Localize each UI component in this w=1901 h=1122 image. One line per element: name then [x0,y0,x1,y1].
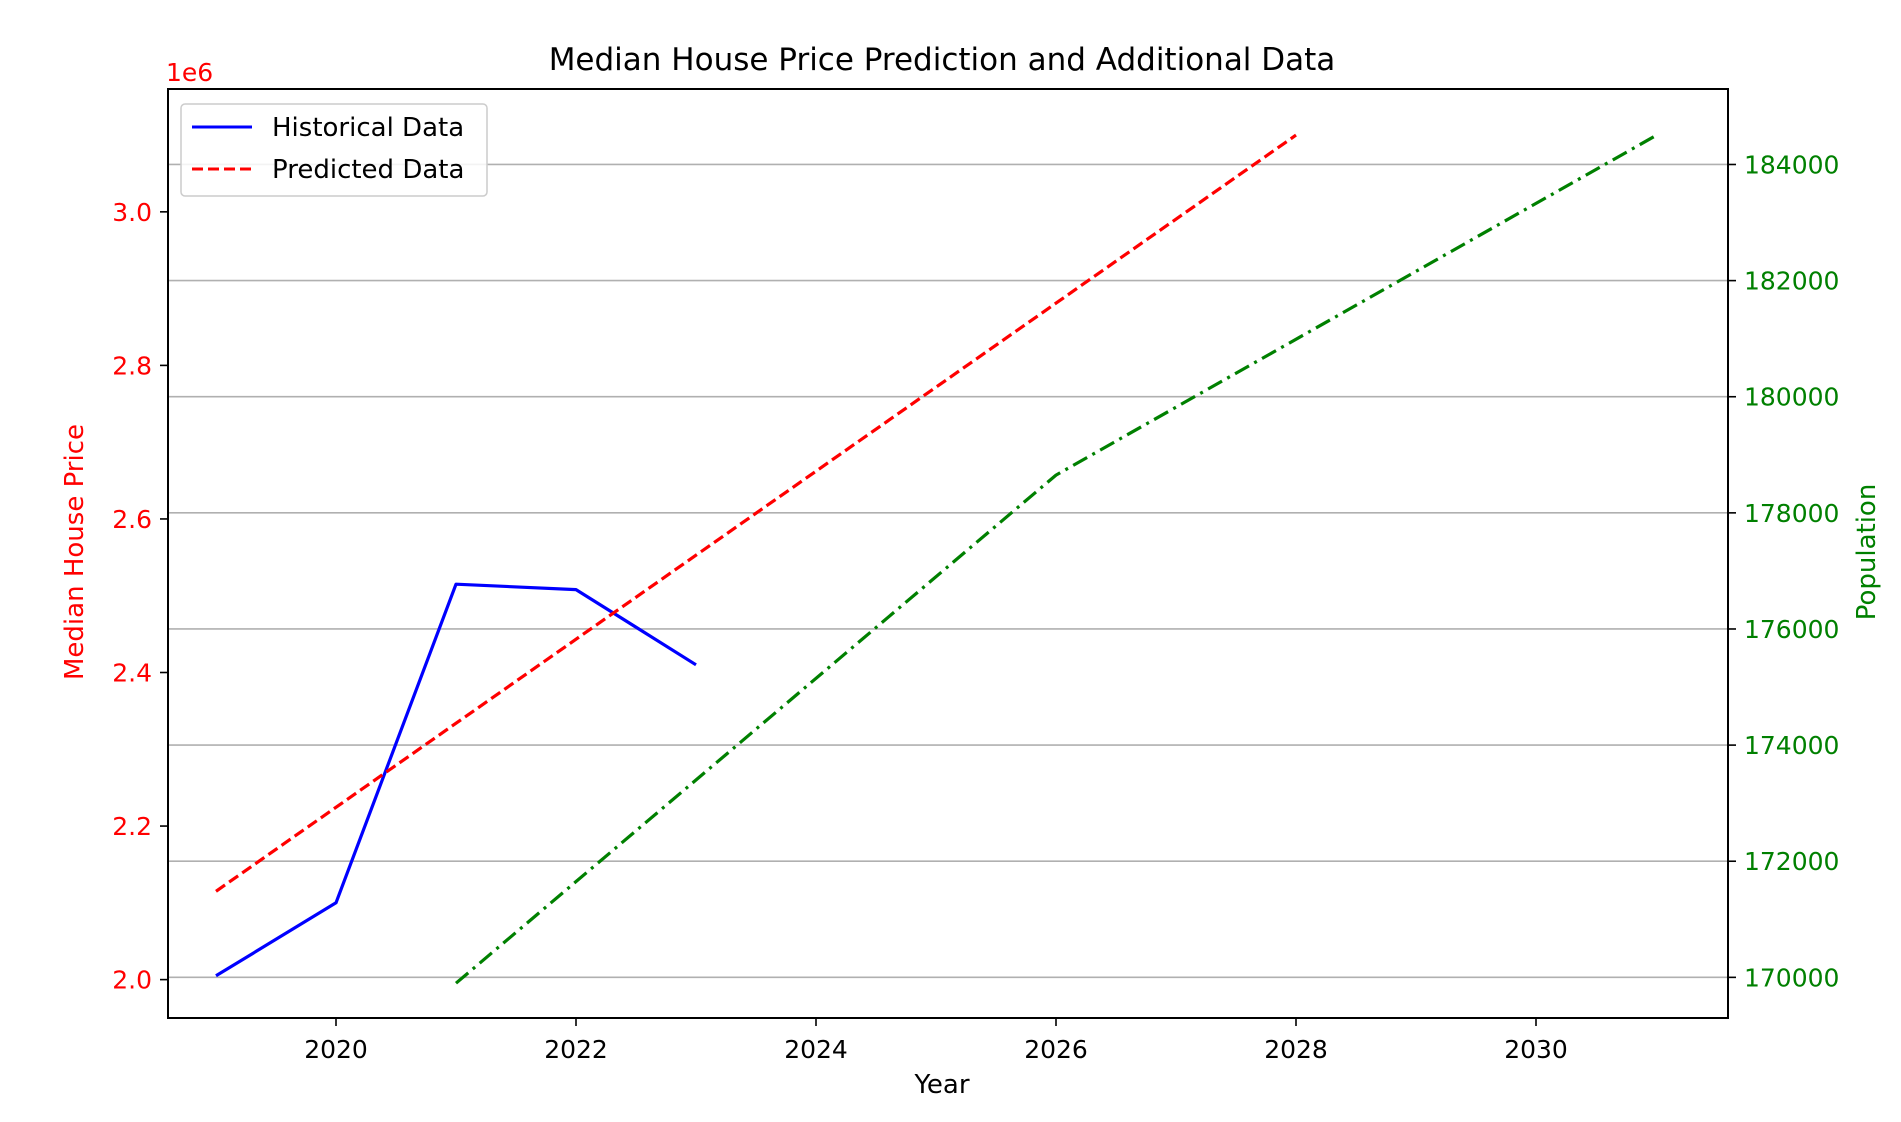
chart-title: Median House Price Prediction and Additi… [549,42,1336,78]
x-tick-label-2: 2024 [784,1035,848,1064]
y-right-tick-label-0: 170000 [1744,963,1839,992]
y-right-tick-label-1: 172000 [1744,847,1839,876]
x-tick-label-0: 2020 [304,1035,368,1064]
y-right-tick-label-6: 182000 [1744,267,1839,296]
y-right-tick-label-4: 178000 [1744,499,1839,528]
y-right-tick-label-2: 174000 [1744,731,1839,760]
series-population-line [454,134,1657,985]
plot-frame [167,88,1729,1019]
y-axis-left-offset: 1e6 [166,58,213,87]
series-historical-line [215,582,697,978]
y-left-tick-label-1: 2.2 [112,812,152,841]
x-axis: 2020 2022 2024 2026 2028 2030 [304,1018,1568,1064]
y-left-tick-label-3: 2.6 [112,505,152,534]
y-right-tick-label-5: 180000 [1744,383,1839,412]
x-tick-label-5: 2030 [1504,1035,1568,1064]
y-left-tick-label-0: 2.0 [112,966,152,995]
legend-label-predicted: Predicted Data [272,155,464,185]
y-left-tick-label-2: 2.4 [112,659,152,688]
grid-layer [168,163,1728,979]
x-tick-label-3: 2026 [1024,1035,1088,1064]
y-right-tick-label-3: 176000 [1744,615,1839,644]
y-left-tick-label-5: 3.0 [112,198,152,227]
x-tick-label-4: 2028 [1264,1035,1328,1064]
y-right-tick-label-7: 184000 [1744,150,1839,179]
y-left-tick-label-4: 2.8 [112,351,152,380]
legend: Historical Data Predicted Data [180,103,488,197]
x-tick-label-1: 2022 [544,1035,608,1064]
y-axis-right-label: Population [1852,484,1882,621]
x-axis-label: Year [913,1070,969,1100]
y-axis-left-label: Median House Price [60,424,90,680]
y-axis-left: 2.0 2.2 2.4 2.6 2.8 3.0 [112,198,168,995]
legend-label-historical: Historical Data [272,113,464,143]
series-predicted-line [215,133,1297,893]
series-layer [215,133,1657,985]
y-axis-right: 170000 172000 174000 176000 178000 180000 1820… [1728,150,1839,992]
legend-box [180,103,488,197]
